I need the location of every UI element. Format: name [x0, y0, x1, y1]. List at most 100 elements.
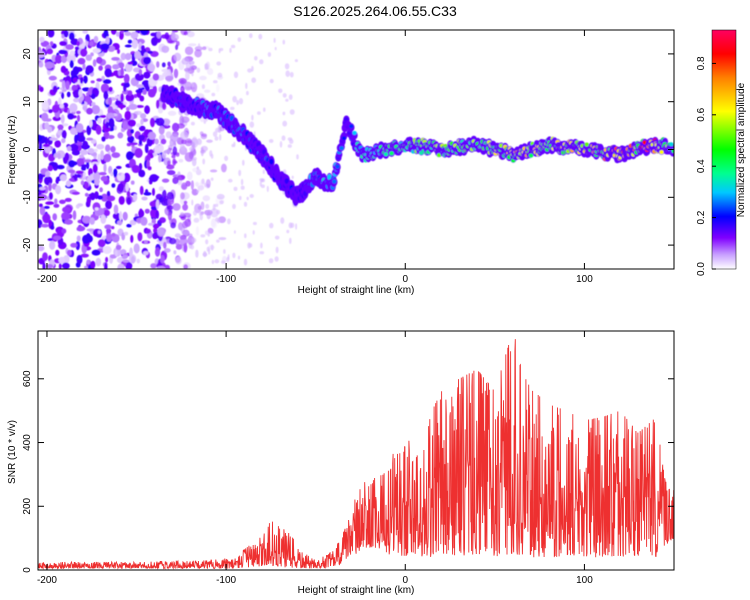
heat-cell — [86, 137, 94, 141]
heat-cell — [49, 240, 56, 250]
heat-cell — [115, 244, 122, 250]
y-tick-label: -20 — [22, 237, 33, 252]
heat-cell — [584, 142, 589, 147]
heat-cell — [92, 121, 97, 130]
heat-cell — [58, 263, 62, 269]
heat-cell — [161, 45, 170, 53]
heat-cell — [44, 61, 54, 69]
heat-cell — [85, 65, 94, 74]
heat-cell — [43, 205, 50, 209]
heat-cell — [65, 75, 71, 81]
heat-cell — [295, 223, 298, 230]
heat-cell — [117, 263, 125, 269]
heat-cell — [269, 222, 274, 229]
heat-cell — [191, 188, 199, 196]
heat-cell — [86, 228, 96, 232]
heat-cell — [170, 222, 176, 229]
heat-cell — [237, 255, 241, 260]
heat-cell — [85, 54, 93, 61]
heat-cell — [282, 111, 286, 116]
heat-cell — [226, 256, 230, 262]
heat-cell — [175, 256, 182, 265]
heat-cell — [82, 30, 88, 34]
y-tick-label: 200 — [22, 497, 33, 514]
heat-cell — [184, 46, 194, 55]
heat-cell — [171, 33, 180, 41]
heat-cell — [61, 80, 66, 90]
heat-cell — [238, 169, 242, 177]
heat-cell — [120, 67, 124, 77]
heat-cell — [192, 156, 197, 161]
heat-cell — [68, 160, 76, 168]
heat-cell — [233, 230, 236, 234]
snr-y-label: SNR (10 * v/v) — [7, 420, 18, 484]
heat-cell — [155, 117, 165, 126]
heat-cell — [84, 265, 88, 269]
heat-cell — [76, 235, 81, 242]
snr-panel: -200 -100 0 100 0 200 400 600 Height of straig… — [7, 330, 675, 596]
heat-cell — [181, 231, 190, 235]
heat-cell — [160, 34, 169, 39]
snr-x-axis: -200 -100 0 100 — [37, 331, 593, 586]
heat-cell — [240, 178, 244, 186]
heat-cell — [249, 121, 255, 128]
heat-cell — [59, 174, 67, 182]
heat-cell — [149, 201, 157, 207]
heat-cell — [232, 252, 236, 259]
heat-cell — [130, 180, 135, 185]
heat-cell — [62, 262, 70, 269]
heat-cell — [66, 145, 72, 152]
heat-cell — [216, 239, 220, 243]
heat-cell — [162, 189, 167, 199]
heat-cell — [152, 73, 160, 81]
heat-cell — [138, 134, 145, 141]
heat-cell — [252, 230, 255, 235]
heat-cell — [290, 222, 295, 228]
heat-cell — [68, 32, 75, 41]
heat-cell — [113, 70, 120, 77]
heat-cell — [124, 53, 132, 61]
heat-cell — [341, 136, 347, 141]
heat-cell — [214, 136, 219, 141]
heat-cell — [160, 255, 165, 264]
heat-cell — [162, 72, 169, 78]
heat-cell — [282, 120, 288, 127]
heat-cell — [104, 68, 112, 78]
heat-cell — [180, 131, 189, 140]
heat-cell — [147, 166, 152, 171]
heat-cell — [201, 178, 205, 185]
heat-cell — [75, 46, 80, 51]
heat-cell — [41, 100, 49, 111]
heat-cell — [111, 226, 115, 230]
heat-cell — [144, 208, 150, 214]
heat-cell — [100, 214, 107, 224]
heat-cell — [209, 150, 213, 157]
heat-cell — [89, 217, 95, 225]
heat-cell — [92, 48, 102, 54]
heat-cell — [205, 203, 210, 209]
heat-cell — [49, 41, 54, 46]
heat-cell — [228, 178, 233, 183]
heat-cell — [206, 246, 210, 252]
spectrogram-y-axis: -20 -10 0 10 20 — [22, 48, 674, 252]
heat-cell — [274, 256, 279, 262]
heat-cell — [105, 36, 110, 45]
heat-cell — [289, 109, 295, 115]
heat-cell — [130, 31, 139, 39]
heat-cell — [143, 192, 152, 196]
heat-cell — [54, 54, 63, 64]
heat-cell — [115, 165, 122, 170]
heat-cell — [65, 80, 70, 90]
heat-cell — [86, 196, 92, 205]
heat-cell — [125, 93, 135, 102]
heat-cell — [193, 217, 200, 223]
heat-cell — [54, 198, 58, 205]
heat-cell — [109, 254, 117, 259]
heat-cell — [45, 171, 51, 177]
heat-cell — [131, 165, 140, 173]
heat-cell — [196, 67, 201, 73]
heat-cell — [172, 146, 178, 156]
heat-cell — [53, 203, 60, 208]
heat-cell — [151, 37, 158, 46]
heat-cell — [130, 129, 134, 134]
